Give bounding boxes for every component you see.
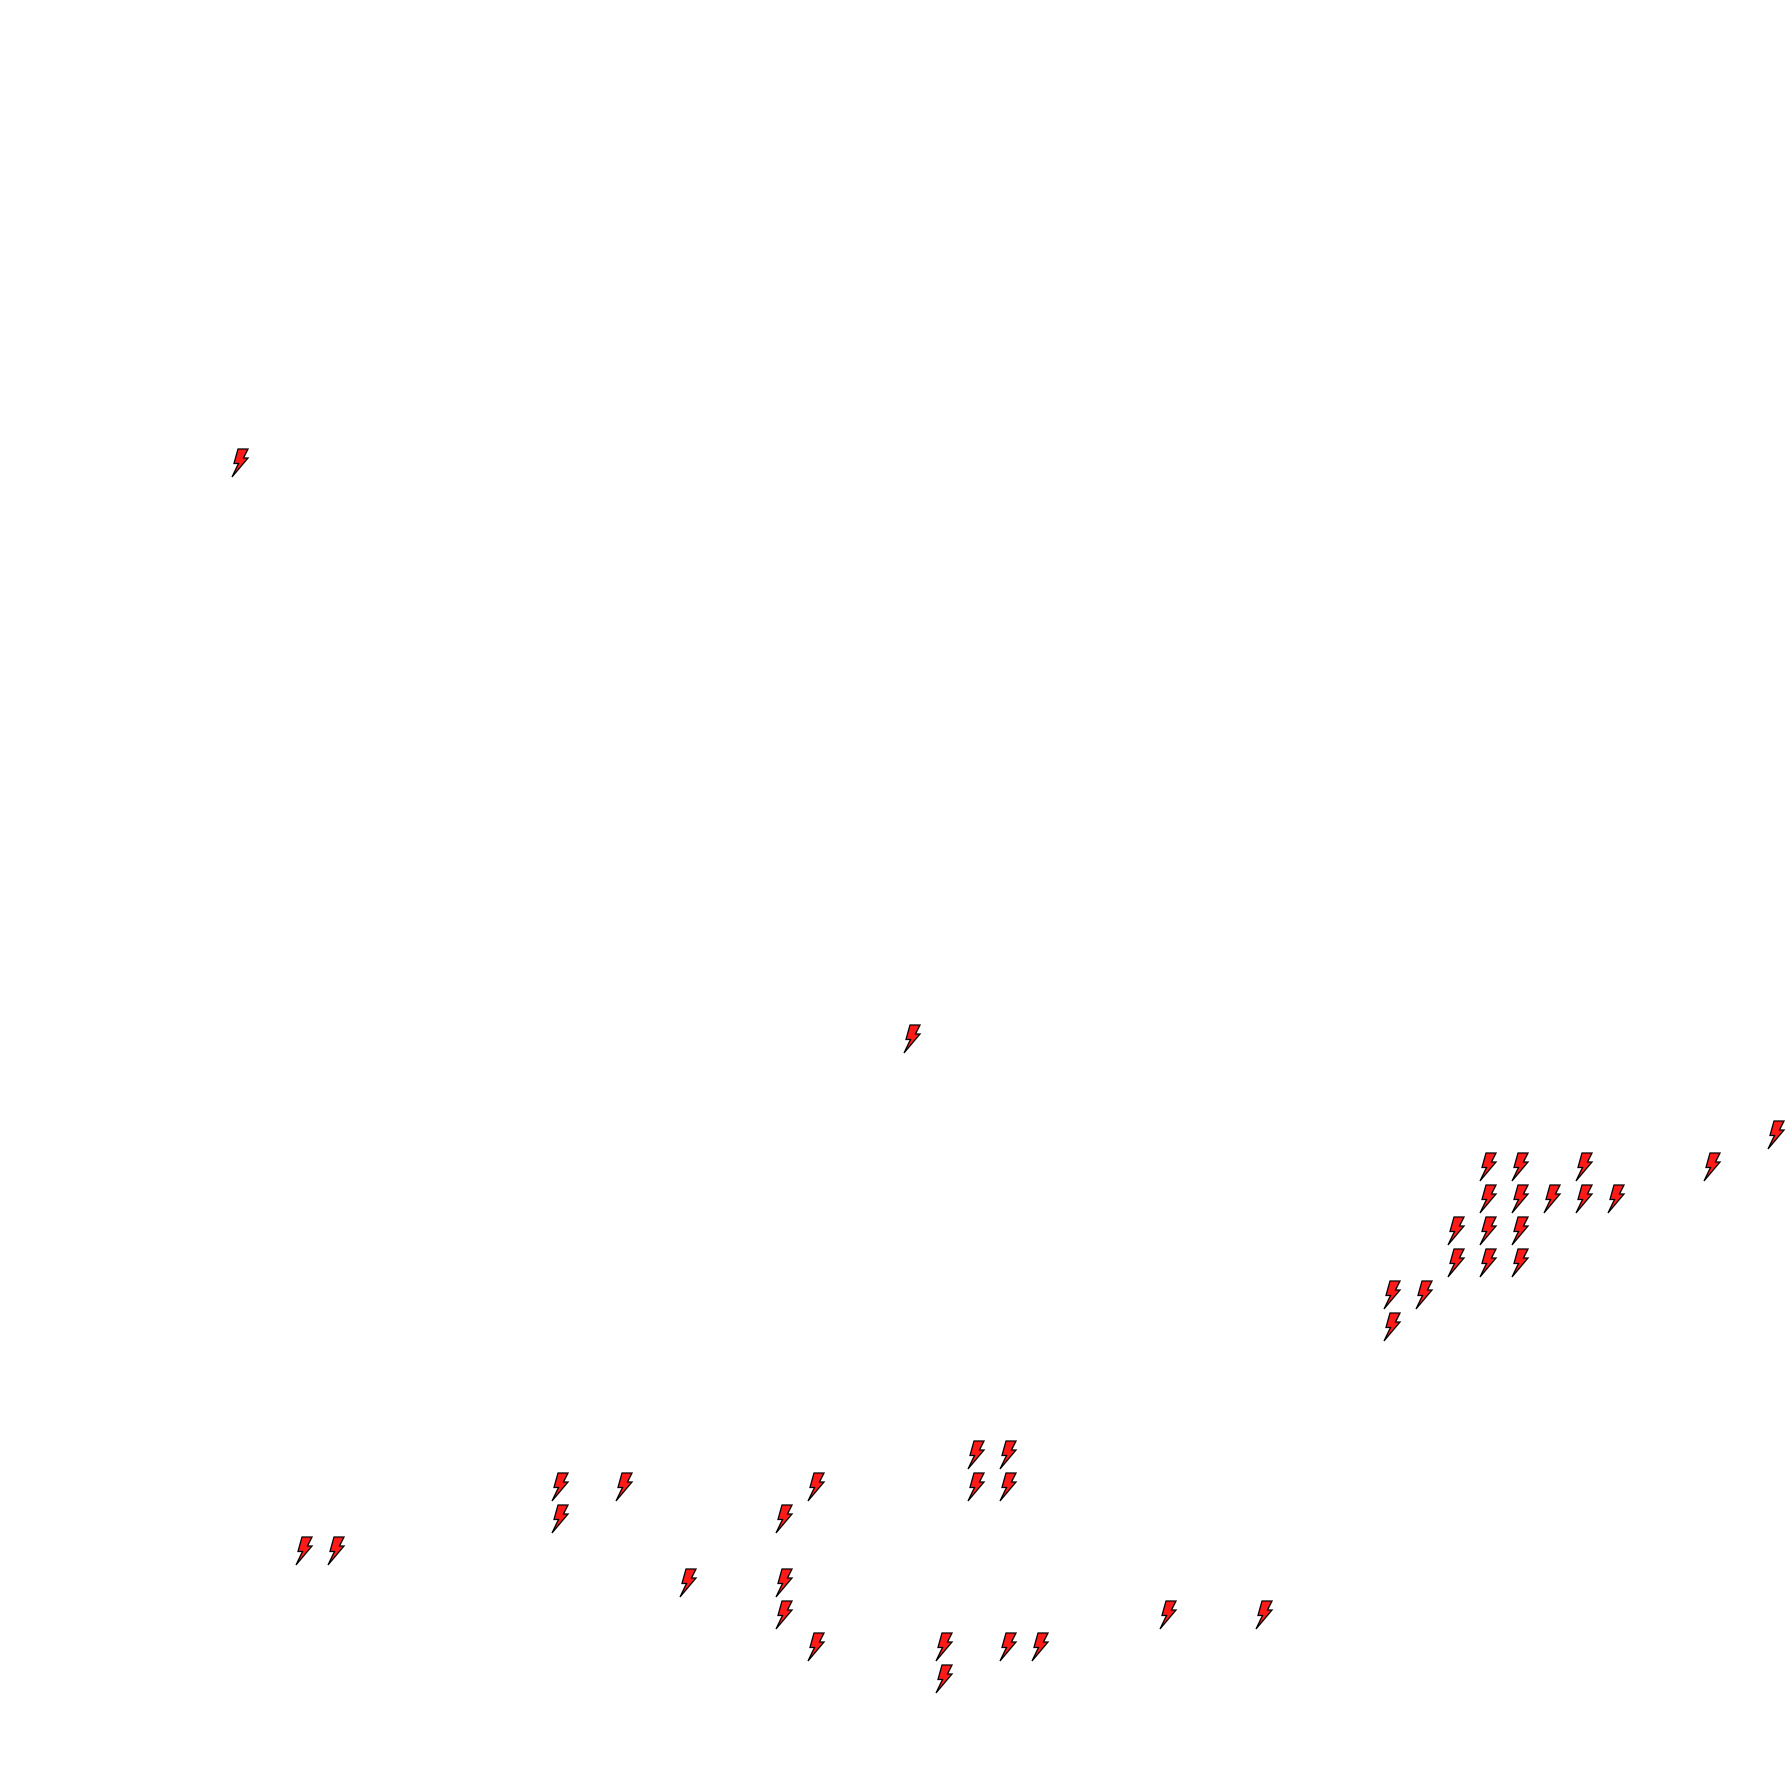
lightning-bolt-icon[interactable]: [326, 1536, 346, 1566]
lightning-bolt-icon[interactable]: [294, 1536, 314, 1566]
lightning-bolt-icon[interactable]: [1510, 1184, 1530, 1214]
lightning-bolt-icon[interactable]: [998, 1472, 1018, 1502]
lightning-bolt-icon[interactable]: [1510, 1152, 1530, 1182]
lightning-bolt-icon[interactable]: [678, 1568, 698, 1598]
lightning-bolt-icon[interactable]: [1446, 1248, 1466, 1278]
lightning-bolt-icon[interactable]: [1510, 1216, 1530, 1246]
lightning-bolt-icon[interactable]: [1606, 1184, 1626, 1214]
lightning-bolt-icon[interactable]: [774, 1600, 794, 1630]
lightning-bolt-icon[interactable]: [1510, 1248, 1530, 1278]
lightning-bolt-icon[interactable]: [614, 1472, 634, 1502]
lightning-bolt-icon[interactable]: [934, 1632, 954, 1662]
lightning-bolt-icon[interactable]: [806, 1632, 826, 1662]
lightning-bolt-icon[interactable]: [1766, 1120, 1786, 1150]
lightning-bolt-icon[interactable]: [230, 448, 250, 478]
lightning-bolt-icon[interactable]: [1478, 1152, 1498, 1182]
lightning-bolt-icon[interactable]: [998, 1440, 1018, 1470]
lightning-bolt-icon[interactable]: [1382, 1280, 1402, 1310]
lightning-bolt-icon[interactable]: [774, 1568, 794, 1598]
lightning-bolt-icon[interactable]: [1478, 1216, 1498, 1246]
lightning-bolt-icon[interactable]: [1254, 1600, 1274, 1630]
lightning-bolt-icon[interactable]: [1414, 1280, 1434, 1310]
lightning-bolt-icon[interactable]: [998, 1632, 1018, 1662]
lightning-bolt-icon[interactable]: [1478, 1248, 1498, 1278]
lightning-bolt-icon[interactable]: [1478, 1184, 1498, 1214]
lightning-bolt-icon[interactable]: [550, 1472, 570, 1502]
lightning-bolt-icon[interactable]: [966, 1472, 986, 1502]
lightning-bolt-icon[interactable]: [1574, 1152, 1594, 1182]
lightning-bolt-icon[interactable]: [966, 1440, 986, 1470]
lightning-bolt-icon[interactable]: [902, 1024, 922, 1054]
lightning-bolt-icon[interactable]: [1030, 1632, 1050, 1662]
lightning-bolt-icon[interactable]: [1574, 1184, 1594, 1214]
lightning-bolt-icon[interactable]: [934, 1664, 954, 1694]
lightning-bolt-icon[interactable]: [1382, 1312, 1402, 1342]
lightning-bolt-icon[interactable]: [1542, 1184, 1562, 1214]
lightning-bolt-icon[interactable]: [1158, 1600, 1178, 1630]
lightning-bolt-icon[interactable]: [806, 1472, 826, 1502]
lightning-bolt-icon[interactable]: [550, 1504, 570, 1534]
lightning-bolt-icon[interactable]: [774, 1504, 794, 1534]
lightning-bolt-icon[interactable]: [1446, 1216, 1466, 1246]
lightning-bolt-icon[interactable]: [1702, 1152, 1722, 1182]
